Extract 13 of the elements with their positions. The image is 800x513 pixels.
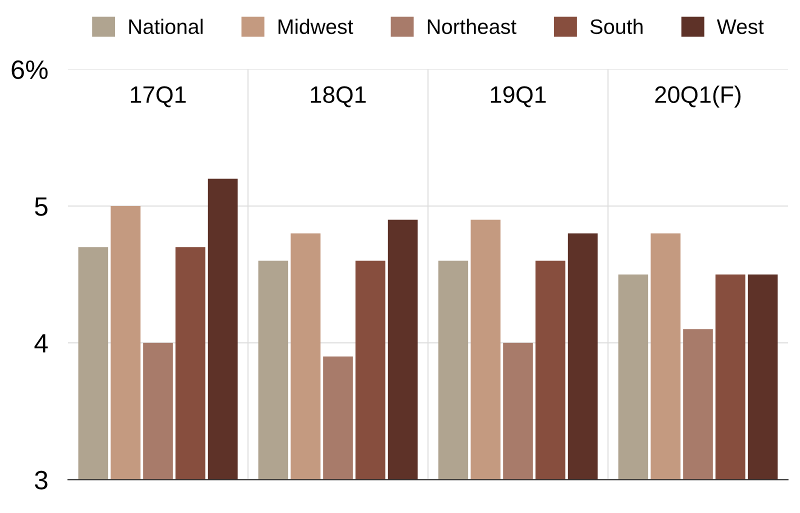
x-tick-label: 18Q1 — [310, 86, 366, 108]
legend-label: South — [590, 18, 643, 34]
y-tick-label: 5 — [34, 197, 48, 216]
x-tick-label: 20Q1(F) — [655, 86, 740, 108]
y-tick-label: 6% — [12, 60, 48, 80]
legend-label: Midwest — [278, 18, 354, 34]
x-tick-label: 17Q1 — [130, 86, 186, 108]
legend-label: National — [129, 18, 203, 34]
legend-label: West — [716, 20, 764, 34]
legend-label: Northeast — [428, 18, 516, 34]
y-tick-label: 3 — [34, 470, 48, 490]
x-tick-label: 19Q1 — [490, 86, 546, 108]
y-tick-label: 4 — [34, 334, 48, 352]
